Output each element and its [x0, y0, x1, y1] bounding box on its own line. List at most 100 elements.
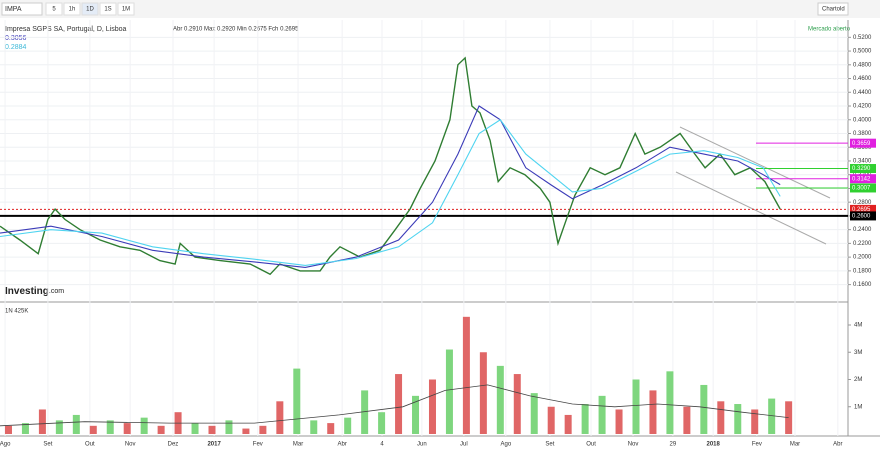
- x-tick-label: Out: [85, 442, 95, 448]
- level-label: 0.2695: [852, 207, 871, 213]
- volume-bar: [564, 414, 572, 434]
- x-tick-label: Nov: [628, 442, 639, 448]
- interval-button[interactable]: [99, 2, 117, 16]
- volume-bar: [242, 428, 250, 434]
- x-tick-label: Abr: [833, 442, 842, 448]
- volume-bar: [666, 371, 674, 434]
- symbol-box[interactable]: [1, 2, 43, 16]
- y-tick-label: 0.3600: [853, 145, 872, 151]
- channel-line: [675, 171, 827, 245]
- ohlc: Abr 0.2910 Max 0.2920 Min 0.2675 Fch 0.2…: [173, 27, 299, 33]
- level-badge: [850, 174, 876, 184]
- level-badge: [850, 211, 876, 221]
- x-tick-label: Fev: [253, 442, 263, 448]
- interval-label: 1h: [69, 7, 76, 13]
- volume-bar: [140, 417, 148, 434]
- volume-bar: [361, 390, 369, 434]
- brand: Investing.com: [5, 286, 64, 297]
- price-line: [0, 56, 781, 276]
- y-tick-label: 0.4600: [853, 76, 872, 82]
- volume-bar: [581, 404, 589, 434]
- price-line: [0, 119, 781, 266]
- symbol: IMPA: [5, 6, 22, 13]
- y-tick-label: 0.4200: [853, 104, 872, 110]
- channel-line: [679, 126, 831, 199]
- volume-bar: [72, 414, 80, 434]
- volume-bar: [55, 420, 63, 434]
- y-tick-label: 0.4800: [853, 62, 872, 68]
- volume-bar: [89, 425, 97, 434]
- y-tick-label: 0.2800: [853, 200, 872, 206]
- y-tick-label: 0.2000: [853, 255, 872, 261]
- volume-bar: [496, 365, 504, 434]
- volume-bar: [344, 417, 352, 434]
- toolbar: [0, 0, 880, 18]
- x-tick-label: Set: [43, 442, 52, 448]
- volume-bar: [276, 401, 284, 434]
- volume-bar: [734, 404, 742, 434]
- x-tick-label: Dez: [168, 442, 179, 448]
- level-label: 0.3142: [852, 176, 871, 182]
- interval-label: 1M: [122, 7, 130, 13]
- level-badge: [850, 138, 876, 148]
- volume-bar: [751, 409, 759, 434]
- volume-bar: [530, 393, 538, 434]
- y-tick-label: 0.1800: [853, 268, 872, 274]
- volume-bar: [21, 423, 29, 434]
- x-tick-label: Abr: [337, 442, 346, 448]
- volume-bar: [547, 406, 555, 434]
- template-box[interactable]: [817, 2, 849, 16]
- y-tick-label: 3M: [854, 350, 862, 356]
- volume-bar: [38, 409, 46, 434]
- ma2-legend: 0.2884: [5, 44, 27, 51]
- x-tick-label: Mar: [790, 442, 800, 448]
- volume-bar: [4, 425, 12, 434]
- volume-bar: [310, 420, 318, 434]
- volume-label: 1N 425K: [5, 309, 28, 315]
- x-tick-label: Out: [586, 442, 596, 448]
- volume-bar: [106, 420, 114, 434]
- level-badge: [850, 183, 876, 193]
- volume-bar: [649, 390, 657, 434]
- x-tick-label: 29: [670, 442, 677, 448]
- level-label: 0.2600: [852, 213, 871, 219]
- volume-bar: [615, 409, 623, 434]
- status: Mercado aberto: [808, 27, 851, 33]
- price-line: [0, 105, 781, 268]
- volume-bar: [395, 374, 403, 434]
- volume-bar: [598, 395, 606, 434]
- volume-bar: [445, 349, 453, 434]
- volume-bar: [378, 412, 386, 434]
- y-tick-label: 1M: [854, 404, 862, 410]
- volume-bar: [683, 406, 691, 434]
- interval-button[interactable]: [81, 2, 99, 16]
- x-tick-label: 2017: [207, 442, 221, 448]
- level-label: 0.3007: [852, 186, 871, 192]
- interval-button[interactable]: [117, 2, 135, 16]
- y-tick-label: 2M: [854, 377, 862, 383]
- y-tick-label: 0.2200: [853, 241, 872, 247]
- level-label: 0.3290: [852, 166, 871, 172]
- x-tick-label: Jun: [417, 442, 427, 448]
- volume-bar: [293, 368, 301, 434]
- volume-bar: [479, 352, 487, 434]
- volume-bar: [632, 379, 640, 434]
- volume-bar: [259, 425, 267, 434]
- volume-bar: [327, 423, 335, 434]
- interval-button[interactable]: [63, 2, 81, 16]
- volume-bar: [123, 423, 131, 434]
- y-tick-label: 0.3400: [853, 159, 872, 165]
- volume-bar: [191, 423, 199, 434]
- volume-bar: [768, 398, 776, 434]
- y-tick-label: 0.1600: [853, 282, 872, 288]
- x-tick-label: Set: [545, 442, 554, 448]
- x-tick-label: 4: [380, 442, 384, 448]
- y-tick-label: 0.5000: [853, 49, 872, 55]
- volume-bar: [428, 379, 436, 434]
- x-tick-label: Ago: [0, 442, 11, 448]
- level-badge: [850, 164, 876, 174]
- ma1-legend: 0.3056: [5, 35, 27, 42]
- interval-button[interactable]: [45, 2, 63, 16]
- volume-ma: [0, 384, 789, 427]
